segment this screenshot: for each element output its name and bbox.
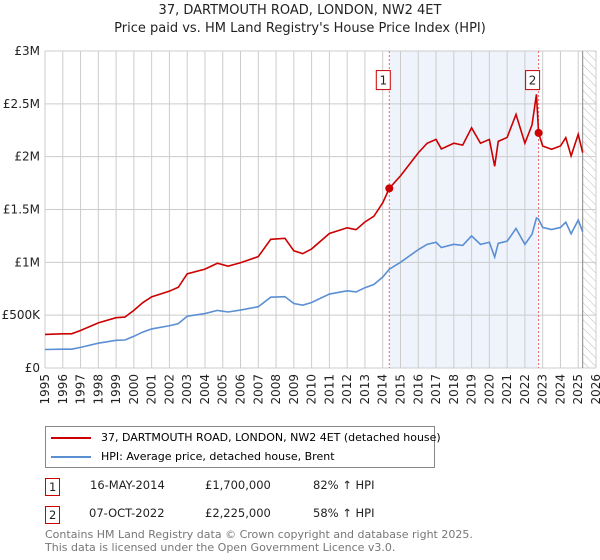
x-tick-label: 2022	[518, 374, 532, 405]
legend-label: 37, DARTMOUTH ROAD, LONDON, NW2 4ET (det…	[101, 431, 441, 444]
x-tick-label: 2009	[287, 374, 301, 405]
x-tick-label: 2006	[234, 374, 248, 405]
x-tick-label: 2010	[305, 374, 319, 405]
sale-badge: 1	[45, 478, 61, 496]
sale-point	[534, 128, 543, 137]
sale-date: 07-OCT-2022	[89, 506, 165, 520]
x-tick-label: 2018	[447, 374, 461, 405]
footer-line: Contains HM Land Registry data © Crown c…	[45, 528, 473, 541]
x-tick-label: 2019	[465, 374, 479, 405]
x-tick-label: 2003	[180, 374, 194, 405]
sale-badge-box	[525, 70, 541, 91]
sale-hpi: 82% ↑ HPI	[313, 478, 375, 492]
x-tick-label: 2008	[269, 374, 283, 405]
x-tick-label: 2026	[589, 374, 600, 405]
x-tick-label: 2002	[162, 374, 176, 405]
footer-line: This data is licensed under the Open Gov…	[45, 541, 396, 554]
x-tick-label: 1998	[91, 374, 105, 405]
legend-label: HPI: Average price, detached house, Bren…	[101, 450, 335, 463]
x-tick-label: 2024	[553, 374, 567, 405]
legend: 37, DARTMOUTH ROAD, LONDON, NW2 4ET (det…	[45, 426, 441, 468]
footer: Contains HM Land Registry data © Crown c…	[45, 528, 473, 554]
x-tick-label: 2007	[251, 374, 265, 405]
x-tick-label: 1999	[109, 374, 123, 405]
x-tick-label: 2014	[376, 374, 390, 405]
x-tick-label: 2016	[411, 374, 425, 405]
sale-badge-label: 1	[379, 74, 387, 88]
sale-hpi: 58% ↑ HPI	[313, 506, 375, 520]
x-tick-label: 2013	[358, 374, 372, 405]
y-tick-label: £2M	[14, 150, 40, 164]
sale-point	[385, 184, 394, 193]
chart-subtitle: Price paid vs. HM Land Registry's House …	[114, 21, 486, 36]
x-tick-label: 1995	[38, 374, 52, 405]
sale-badge-box	[375, 70, 391, 91]
sale-price: £2,225,000	[205, 506, 271, 520]
x-tick-label: 2004	[198, 374, 212, 405]
legend-item-hpi: HPI: Average price, detached house, Bren…	[51, 450, 335, 463]
x-tick-label: 2025	[571, 374, 585, 405]
sale-date: 16-MAY-2014	[90, 478, 165, 492]
x-tick-label: 2012	[340, 374, 354, 405]
legend-swatch	[51, 455, 91, 458]
x-tick-label: 1996	[56, 374, 70, 405]
legend-swatch	[51, 436, 91, 439]
x-tick-label: 1997	[74, 374, 88, 405]
y-tick-label: £500K	[2, 308, 42, 322]
x-tick-label: 2000	[127, 374, 141, 405]
x-tick-label: 2011	[322, 374, 336, 405]
x-tick-label: 2023	[536, 374, 550, 405]
x-tick-label: 2015	[393, 374, 407, 405]
price-chart: 1995 1996 1997 1998 1999 2000 2001 2002 2003 2004…	[2, 44, 600, 405]
y-tick-label: £0	[25, 361, 40, 375]
x-tick-label: 2005	[216, 374, 230, 405]
y-tick-label: £2.5M	[3, 97, 40, 111]
legend-item-property: 37, DARTMOUTH ROAD, LONDON, NW2 4ET (det…	[51, 431, 441, 444]
series-line	[44, 94, 584, 336]
x-tick-label: 2001	[145, 374, 159, 405]
y-tick-label: £1.5M	[3, 203, 40, 217]
y-tick-label: £3M	[14, 44, 40, 58]
x-tick-label: 2021	[500, 374, 514, 405]
sale-price: £1,700,000	[205, 478, 271, 492]
series-line	[44, 216, 584, 351]
chart-title: 37, DARTMOUTH ROAD, LONDON, NW2 4ET	[158, 3, 442, 18]
sale-badge: 2	[45, 506, 61, 524]
y-tick-label: £1M	[14, 255, 40, 269]
sale-badge-label: 2	[529, 74, 537, 88]
x-tick-label: 2020	[482, 374, 496, 405]
x-tick-label: 2017	[429, 374, 443, 405]
